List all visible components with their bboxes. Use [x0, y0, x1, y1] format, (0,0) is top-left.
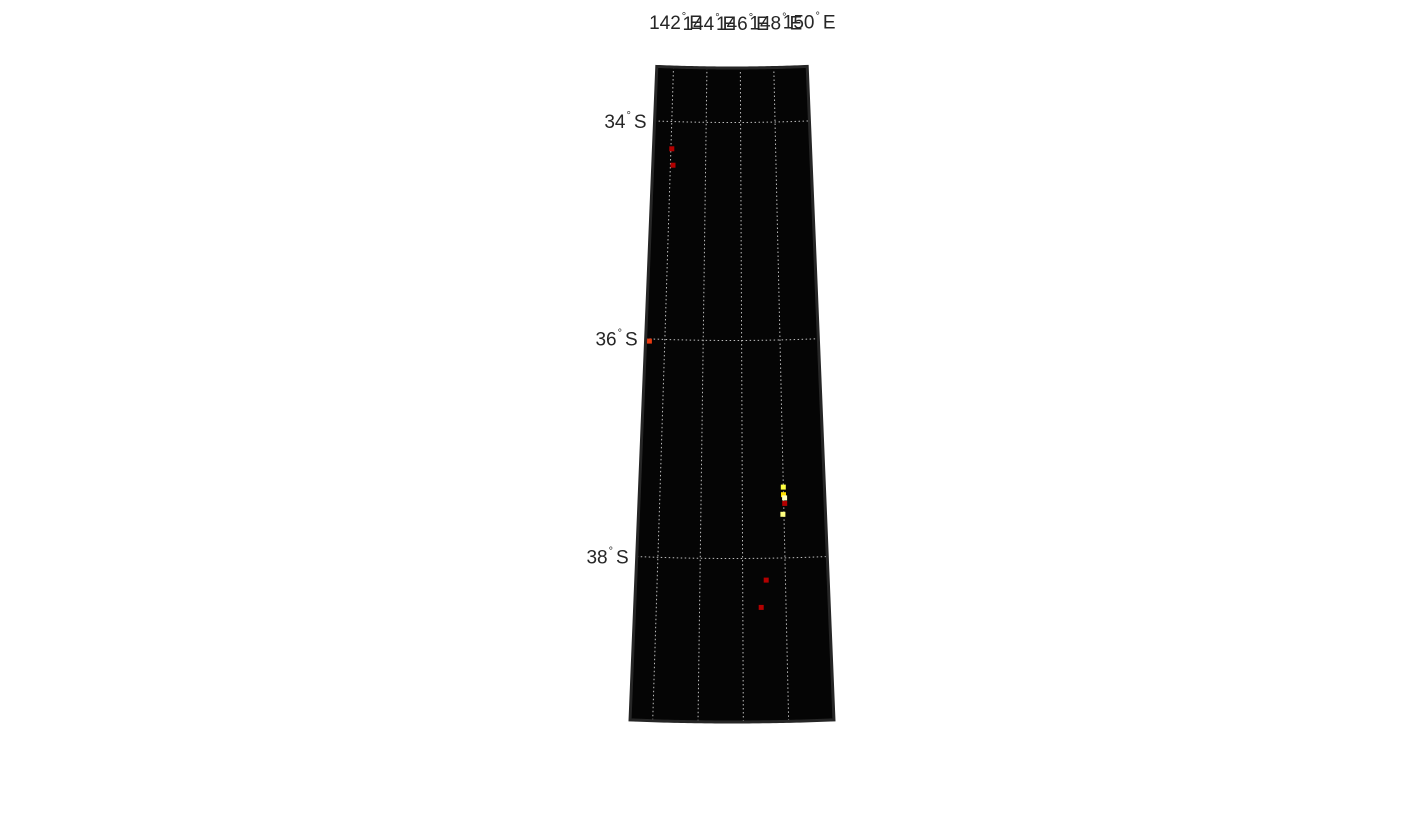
data-point — [670, 162, 676, 168]
data-point — [646, 338, 652, 344]
longitude-tick-label: 144° E — [683, 12, 736, 35]
meridian-line — [739, 67, 744, 722]
longitude-tick-label: 142° E — [649, 11, 702, 34]
data-point — [763, 577, 769, 583]
meridian-line — [697, 67, 708, 722]
parallel-line — [654, 120, 810, 123]
data-point — [782, 500, 788, 506]
map-area — [630, 66, 834, 722]
meridian-line — [773, 67, 790, 722]
parallel-line — [645, 338, 819, 341]
data-point — [780, 511, 786, 517]
data-point — [781, 492, 786, 498]
map-border — [628, 64, 836, 724]
map-frame — [628, 64, 836, 724]
latitude-tick-label: 34° S — [604, 110, 646, 133]
latitude-tick-label: 38° S — [586, 546, 628, 569]
map-background — [630, 66, 834, 722]
latitude-tick-label: 36° S — [595, 328, 637, 351]
data-point — [782, 495, 788, 501]
data-points — [646, 146, 788, 610]
longitude-tick-label: 146° E — [716, 12, 769, 35]
meridian-line — [652, 67, 674, 721]
longitude-tick-label: 148° E — [749, 12, 802, 35]
data-point — [669, 146, 675, 152]
data-point — [758, 604, 764, 610]
longitude-tick-label: 150° E — [783, 11, 836, 34]
data-point — [780, 484, 786, 490]
